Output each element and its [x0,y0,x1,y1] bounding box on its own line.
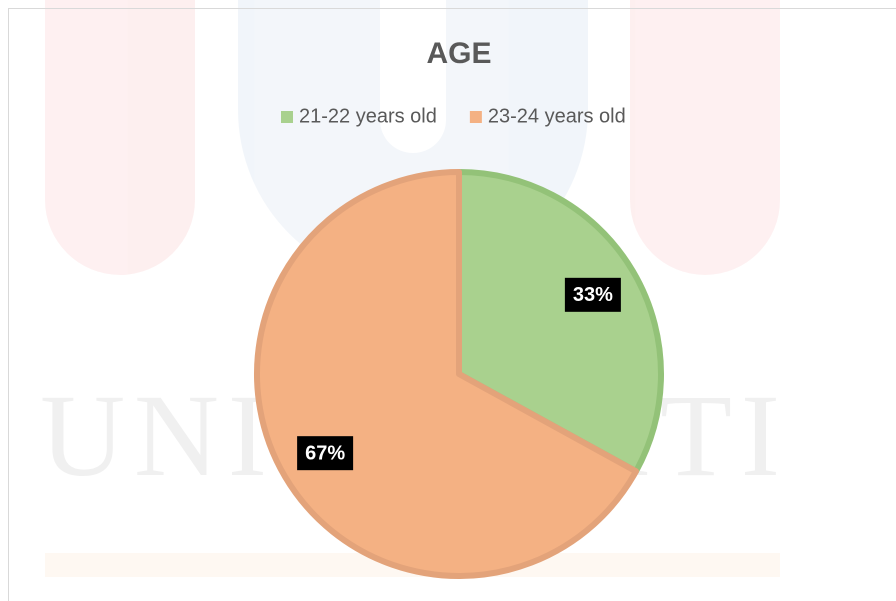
chart-title: AGE [426,37,491,70]
data-label-text: 67% [305,442,345,464]
data-label: 67% [297,436,354,471]
pie-slice [456,169,664,475]
legend-label: 21-22 years old [299,105,437,127]
legend-swatch [281,111,293,123]
data-label-text: 33% [573,284,613,306]
data-label: 33% [564,277,621,312]
logo-right [630,0,780,275]
pie-slice [254,169,640,579]
legend-swatch [469,111,482,123]
data-label-box [297,436,354,471]
data-label-box [564,277,621,312]
legend-label: 23-24 years old [488,105,626,127]
logo-left [45,0,195,275]
